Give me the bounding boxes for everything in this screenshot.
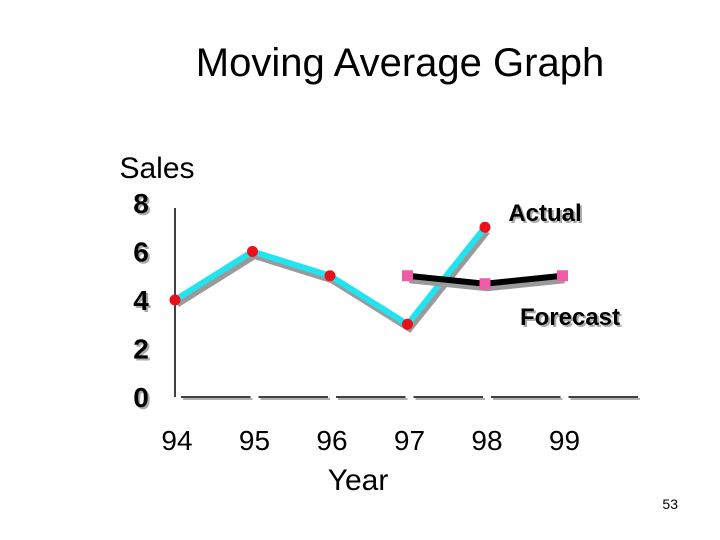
y-tick-shadow: 8 [135, 190, 151, 221]
x-ticks: 94 95 96 97 98 99 [161, 425, 580, 456]
x-tick-label: 94 [161, 425, 192, 456]
x-tick-label: 96 [316, 425, 347, 456]
y-tick-label: 4 [133, 285, 149, 316]
series-label-actual: Actual [508, 200, 581, 227]
y-tick-shadow: 2 [135, 336, 151, 367]
series-layer [169, 221, 568, 333]
series-label-shadow: Forecast [522, 306, 622, 333]
y-tick-shadow: 0 [135, 384, 151, 415]
y-tick-label: 0 [133, 382, 149, 413]
data-point-actual [247, 246, 258, 257]
x-tick-label: 99 [549, 425, 580, 456]
y-axis-label: Sales [119, 152, 194, 185]
chart-title: Moving Average Graph [196, 41, 604, 85]
x-axis-label: Year [328, 464, 389, 497]
data-point-actual [324, 270, 336, 282]
x-tick-label: 97 [394, 425, 425, 456]
data-point-forecast [557, 270, 568, 282]
y-tick-label: 8 [133, 188, 149, 219]
data-point-actual [479, 221, 491, 233]
series-label-forecast: Forecast [520, 304, 620, 331]
data-point-forecast [402, 270, 413, 282]
y-tick-label: 2 [133, 334, 149, 365]
y-tick-shadow: 6 [135, 239, 151, 270]
page-number: 53 [662, 496, 678, 512]
data-point-forecast [479, 278, 491, 290]
y-tick-label: 6 [133, 237, 149, 268]
x-tick-label: 95 [239, 425, 270, 456]
data-point-actual [169, 294, 181, 306]
data-point-actual [402, 318, 413, 330]
series-label-shadow: Actual [510, 202, 583, 229]
x-tick-label: 98 [471, 425, 502, 456]
y-tick-shadow: 4 [135, 287, 151, 318]
axes [174, 208, 640, 400]
